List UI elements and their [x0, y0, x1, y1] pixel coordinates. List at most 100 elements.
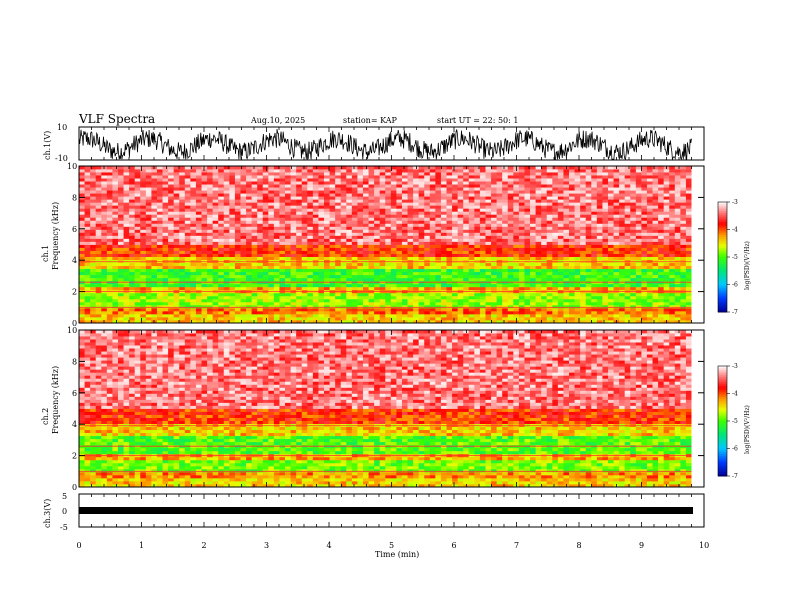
spec-cell — [179, 298, 186, 303]
spec-cell — [134, 319, 141, 324]
spec-cell — [240, 277, 247, 282]
spec-cell — [518, 268, 525, 273]
spec-cell — [446, 310, 453, 315]
spec-cell — [496, 226, 503, 230]
spec-cell — [401, 271, 408, 276]
spec-cell — [140, 313, 147, 318]
spec-cell — [324, 259, 330, 264]
spec-cell — [613, 316, 620, 321]
spec-cell — [290, 235, 297, 239]
spec-cell — [424, 196, 431, 200]
spec-cell — [485, 241, 492, 245]
spec-cell — [218, 190, 225, 194]
spec-cell — [145, 235, 152, 239]
spec-cell — [502, 193, 509, 197]
spec-cell — [218, 316, 225, 321]
spec-cell — [95, 262, 102, 267]
spec-cell — [129, 220, 136, 224]
spec-cell — [251, 265, 258, 270]
spec-cell — [446, 277, 453, 282]
spec-cell — [84, 316, 91, 321]
spec-cell — [591, 241, 598, 245]
spec-cell — [635, 211, 642, 215]
spec-cell — [658, 265, 665, 270]
spec-cell — [635, 190, 642, 194]
spec-cell — [357, 223, 364, 227]
spec-cell — [413, 250, 420, 254]
spec-cell — [307, 211, 314, 215]
spec-cell — [223, 301, 230, 306]
spec-cell — [173, 265, 180, 270]
spec-cell — [401, 193, 408, 197]
spec-cell — [156, 271, 163, 276]
spec-cell — [162, 232, 169, 236]
spec-cell — [563, 235, 570, 239]
spec-cell — [201, 259, 208, 264]
spec-cell — [440, 271, 447, 276]
spec-cell — [385, 310, 392, 315]
spec-cell — [324, 220, 330, 224]
spec-cell — [530, 247, 536, 251]
spec-cell — [212, 256, 219, 260]
spec-cell — [156, 193, 163, 197]
spec-cell — [229, 277, 236, 282]
spec-cell — [296, 283, 303, 288]
spec-cell — [658, 235, 665, 239]
spec-cell — [234, 190, 241, 194]
spec-cell — [524, 271, 531, 276]
spec-cell — [669, 229, 676, 233]
spec-cell — [596, 253, 603, 257]
spec-cell — [429, 193, 436, 197]
spec-cell — [262, 274, 269, 279]
spec-cell — [619, 292, 626, 297]
spec-cell — [279, 301, 286, 306]
spec-cell — [79, 193, 85, 197]
spec-cell — [452, 283, 459, 288]
spec-cell — [407, 223, 414, 227]
spec-cell — [101, 238, 108, 242]
spec-cell — [112, 244, 119, 248]
spec-cell — [229, 238, 236, 242]
spec-cell — [418, 304, 425, 309]
spec-cell — [474, 292, 481, 297]
spec-cell — [173, 259, 180, 264]
spec-cell — [307, 316, 314, 321]
spec-cell — [513, 253, 520, 257]
spec-cell — [290, 199, 297, 203]
spec-cell — [452, 190, 459, 194]
spec-cell — [457, 229, 464, 233]
spec-cell — [502, 211, 509, 215]
spec-cell — [491, 319, 498, 324]
spec-cell — [190, 208, 197, 212]
spec-cell — [524, 196, 531, 200]
spec-cell — [162, 223, 169, 227]
spec-cell — [123, 304, 130, 309]
spec-cell — [79, 187, 85, 191]
spec-cell — [329, 304, 336, 309]
spec-cell — [530, 187, 536, 191]
spec-cell — [507, 217, 514, 221]
spec-cell — [624, 310, 631, 315]
spec-cell — [507, 253, 514, 257]
spec-cell — [641, 223, 648, 227]
spec-cell — [569, 202, 575, 206]
spec-cell — [151, 247, 158, 251]
spec-cell — [273, 277, 280, 282]
spec-cell — [262, 304, 269, 309]
spec-cell — [674, 265, 681, 270]
spec-cell — [541, 196, 548, 200]
spec-cell — [129, 301, 136, 306]
spec-cell — [123, 187, 130, 191]
spec-cell — [201, 226, 208, 230]
spec-cell — [362, 205, 369, 209]
spec-cell — [635, 265, 642, 270]
spec-cell — [240, 184, 247, 188]
spec-cell — [613, 250, 620, 254]
spec-cell — [79, 199, 85, 203]
spec-cell — [156, 202, 163, 206]
spec-cell — [563, 226, 570, 230]
spec-cell — [580, 259, 587, 264]
spec-cell — [84, 184, 91, 188]
spec-cell — [663, 286, 670, 291]
spec-cell — [491, 196, 498, 200]
